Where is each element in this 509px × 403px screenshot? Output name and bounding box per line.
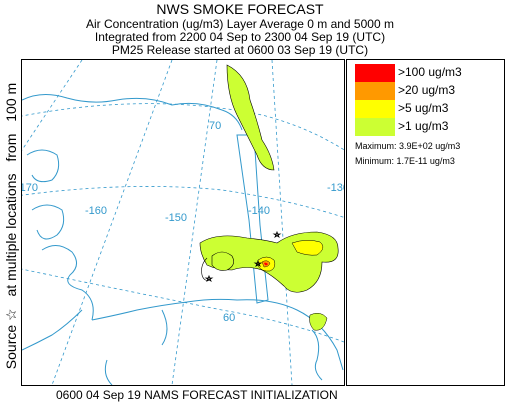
legend-row-1: >1 ug/m3 xyxy=(355,118,503,136)
north-coast xyxy=(22,94,243,131)
lon-line-150 xyxy=(171,60,218,385)
from-label: from xyxy=(3,133,19,162)
release-info: PM25 Release started at 0600 03 Sep 19 (… xyxy=(111,43,369,57)
lon-line-130 xyxy=(271,60,293,385)
plume-5-east xyxy=(291,240,324,256)
plume-north xyxy=(226,64,275,171)
forecast-title: NWS SMOKE FORECAST xyxy=(156,1,324,17)
map-svg: -170 -160 -150 -140 -130 70 60 xyxy=(22,60,344,385)
kodiak xyxy=(161,309,168,346)
legend-label-100: >100 ug/m3 xyxy=(398,65,462,79)
lon-line-160 xyxy=(51,60,173,385)
source-label: Source ☆ xyxy=(3,308,19,370)
peninsula xyxy=(22,309,83,351)
lon-label-160: -160 xyxy=(85,205,107,217)
legend-row-5: >5 ug/m3 xyxy=(355,100,503,118)
panhandle xyxy=(311,329,323,381)
concentration-subtitle: Air Concentration (ug/m3) Layer Average … xyxy=(86,17,394,31)
legend-swatch-5 xyxy=(355,100,395,118)
legend-row-20: >20 ug/m3 xyxy=(355,82,503,100)
source-stars xyxy=(204,230,282,282)
plume-100 xyxy=(264,262,268,266)
source-side-label: Source ☆ at multiple locations from 100 … xyxy=(3,61,19,391)
smoke-plumes xyxy=(199,64,339,331)
plume-southeast xyxy=(309,312,328,331)
legend-label-20: >20 ug/m3 xyxy=(398,83,456,97)
forecast-initialization: 0600 04 Sep 19 NAMS FORECAST INITIALIZAT… xyxy=(56,388,338,402)
coastlines xyxy=(22,94,344,385)
legend-swatch-100 xyxy=(355,64,395,82)
legend-swatch-1 xyxy=(355,118,395,136)
forecast-map[interactable]: -170 -160 -150 -140 -130 70 60 xyxy=(21,59,345,386)
multiple-locations-label: at multiple locations xyxy=(3,173,19,297)
seward-coast xyxy=(26,149,60,183)
lat-label-60: 60 xyxy=(223,312,235,324)
legend-panel: >100 ug/m3 >20 ug/m3 >5 ug/m3 >1 ug/m3 M… xyxy=(346,59,505,386)
legend-label-1: >1 ug/m3 xyxy=(398,119,449,133)
source-star-2 xyxy=(253,259,263,267)
island xyxy=(104,359,113,385)
lat-line-70 xyxy=(22,103,344,151)
lon-label-150: -150 xyxy=(165,212,187,224)
lat-line-60 xyxy=(22,268,344,343)
min-concentration: Minimum: 1.7E-11 ug/m3 xyxy=(355,156,455,166)
release-height-label: 100 m xyxy=(3,82,19,122)
west-coast-2 xyxy=(41,245,94,321)
west-coast-1 xyxy=(31,204,65,240)
south-coast xyxy=(91,298,344,371)
source-star-1 xyxy=(272,230,282,238)
legend-row-100: >100 ug/m3 xyxy=(355,64,503,82)
lon-label-170: -170 xyxy=(22,182,38,194)
lon-label-130: -130 xyxy=(327,182,344,194)
lon-line-170 xyxy=(22,60,83,151)
lat-label-70: 70 xyxy=(209,120,221,132)
plume-tail xyxy=(211,251,234,271)
integration-period: Integrated from 2200 04 Sep to 2300 04 S… xyxy=(94,30,386,44)
source-star-3 xyxy=(204,274,214,282)
max-concentration: Maximum: 3.9E+02 ug/m3 xyxy=(355,141,461,151)
lon-label-140: -140 xyxy=(248,205,270,217)
legend-label-5: >5 ug/m3 xyxy=(398,101,449,115)
graticule xyxy=(22,60,344,385)
legend-swatch-20 xyxy=(355,82,395,100)
